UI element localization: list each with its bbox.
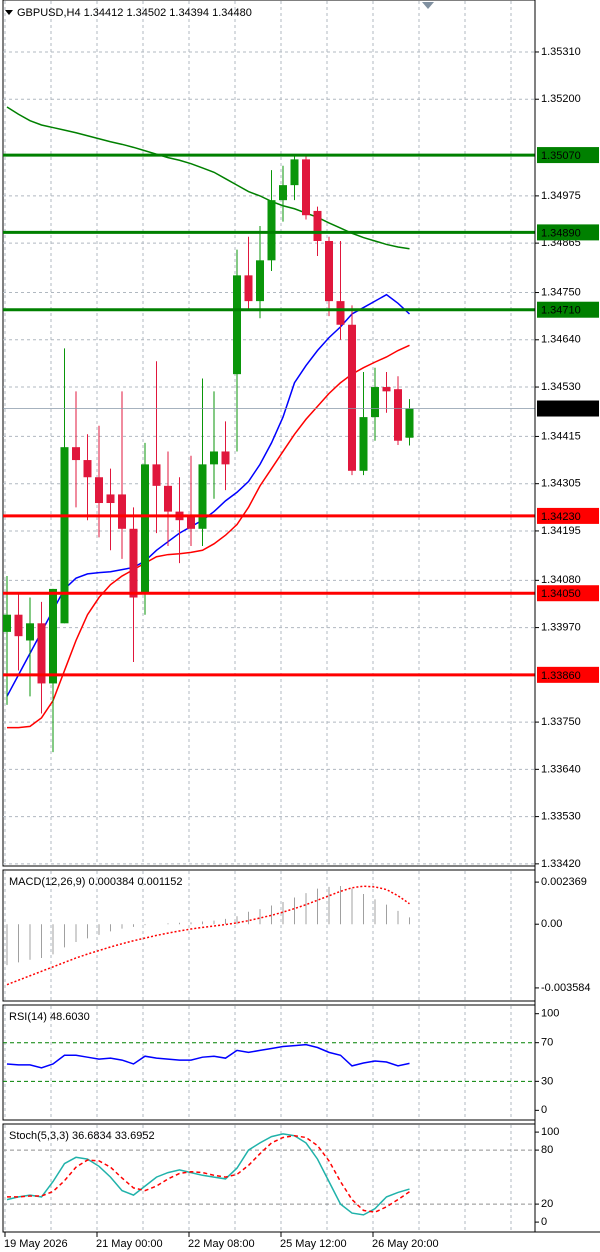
candle-body xyxy=(72,447,80,461)
indicator-line xyxy=(7,1134,410,1213)
y-tick-label: -0.003584 xyxy=(541,982,591,994)
level-label-box xyxy=(537,301,599,318)
candle-body xyxy=(371,387,379,418)
level-label-box xyxy=(537,224,599,241)
x-tick-label: 21 May 00:00 xyxy=(96,1238,163,1250)
y-tick-label: 1.34080 xyxy=(541,574,581,586)
candle-body xyxy=(233,275,241,375)
candle-body xyxy=(382,387,391,392)
level-label: 1.35070 xyxy=(541,150,581,162)
y-tick-label: 20 xyxy=(541,1198,553,1210)
indicator-line xyxy=(6,885,410,986)
candle-body xyxy=(198,464,207,529)
y-tick-label: 1.35200 xyxy=(541,93,581,105)
level-label-box xyxy=(537,507,599,524)
candle-body xyxy=(290,159,299,186)
y-tick-label: 30 xyxy=(541,1075,553,1087)
candle-body xyxy=(95,477,103,504)
candle-body xyxy=(359,417,368,471)
panel-title: Stoch(5,3,3) 36.6834 33.6952 xyxy=(9,1130,155,1142)
candle-body xyxy=(3,614,11,632)
candle-body xyxy=(348,324,356,471)
candle-body xyxy=(325,240,333,302)
candle-body xyxy=(313,210,322,241)
level-label: 1.33860 xyxy=(541,670,581,682)
indicator-line xyxy=(7,344,410,729)
candle-body xyxy=(279,185,287,201)
y-tick-label: 1.34530 xyxy=(541,381,581,393)
candle-body xyxy=(187,515,195,529)
level-label: 1.34230 xyxy=(541,511,581,523)
menu-triangle xyxy=(5,10,13,15)
y-tick-label: 0.00 xyxy=(541,918,562,930)
level-label-box xyxy=(537,666,599,683)
candle-body xyxy=(164,485,172,512)
candle-body xyxy=(60,447,69,624)
last-price-box xyxy=(537,400,599,417)
candle-body xyxy=(37,623,46,684)
candle-body xyxy=(83,460,92,478)
level-label-box xyxy=(537,585,599,602)
x-tick-label: 19 May 2026 xyxy=(4,1238,68,1250)
panel-title: MACD(12,26,9) 0.000384 0.001152 xyxy=(9,876,182,888)
y-tick-label: 100 xyxy=(541,1008,559,1020)
y-tick-label: 1.34975 xyxy=(541,190,581,202)
candle-body xyxy=(405,408,414,438)
candle-body xyxy=(336,301,345,325)
y-tick-label: 1.34750 xyxy=(541,286,581,298)
shift-marker xyxy=(422,2,434,9)
y-tick-label: 0.002369 xyxy=(541,876,587,888)
indicator-line xyxy=(6,1043,410,1069)
candle-body xyxy=(152,464,161,486)
last-price-label: 1.34480 xyxy=(541,403,581,415)
candle-body xyxy=(256,260,264,302)
y-tick-label: 1.33970 xyxy=(541,621,581,633)
candle-body xyxy=(14,614,23,637)
y-tick-label: 0 xyxy=(541,1104,547,1116)
candle-body xyxy=(118,494,126,529)
y-tick-label: 0 xyxy=(541,1216,547,1228)
candle-body xyxy=(302,159,310,216)
y-tick-label: 1.34640 xyxy=(541,334,581,346)
candle-body xyxy=(141,464,149,594)
candle-body xyxy=(129,528,138,598)
candle-body xyxy=(106,494,115,504)
y-tick-label: 1.33640 xyxy=(541,763,581,775)
level-label: 1.34890 xyxy=(541,227,581,239)
candle-body xyxy=(210,451,218,465)
candle-body xyxy=(26,623,34,641)
y-tick-label: 1.33420 xyxy=(541,858,581,870)
level-label-box xyxy=(537,147,599,164)
indicator-line xyxy=(6,1133,410,1216)
y-tick-label: 80 xyxy=(541,1144,553,1156)
y-tick-label: 1.33750 xyxy=(541,716,581,728)
y-tick-label: 1.34195 xyxy=(541,525,581,537)
y-tick-label: 1.34305 xyxy=(541,478,581,490)
panel-title: GBPUSD,H4 1.34412 1.34502 1.34394 1.3448… xyxy=(17,7,252,19)
y-tick-label: 1.33530 xyxy=(541,811,581,823)
candle-body xyxy=(244,275,253,302)
level-label: 1.34710 xyxy=(541,305,581,317)
indicator-line xyxy=(6,106,410,250)
y-tick-label: 70 xyxy=(541,1037,553,1049)
candle-body xyxy=(394,389,402,441)
level-label: 1.34050 xyxy=(541,588,581,600)
y-tick-label: 1.35310 xyxy=(541,46,581,58)
candle-body xyxy=(221,451,230,465)
x-tick-label: 22 May 08:00 xyxy=(188,1238,255,1250)
y-tick-label: 1.34415 xyxy=(541,430,581,442)
x-tick-label: 26 May 20:00 xyxy=(372,1238,439,1250)
panel-title: RSI(14) 48.6030 xyxy=(9,1011,90,1023)
x-tick-label: 25 May 12:00 xyxy=(280,1238,347,1250)
candle-body xyxy=(49,588,57,684)
candle-body xyxy=(267,200,276,261)
y-tick-label: 100 xyxy=(541,1126,559,1138)
